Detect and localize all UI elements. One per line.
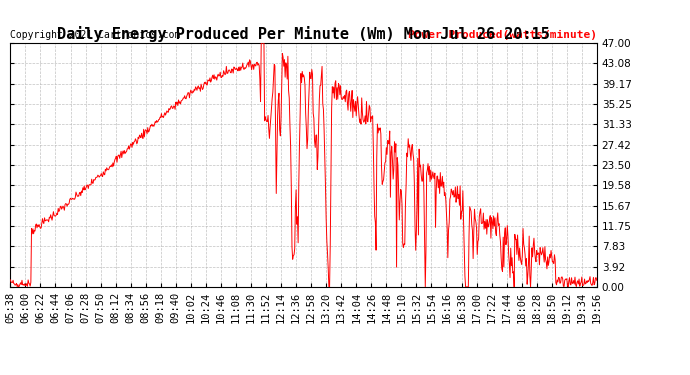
Text: Power Produced(watts/minute): Power Produced(watts/minute) <box>408 30 597 40</box>
Text: Copyright 2021 Cartronics.com: Copyright 2021 Cartronics.com <box>10 30 181 40</box>
Title: Daily Energy Produced Per Minute (Wm) Mon Jul 26 20:15: Daily Energy Produced Per Minute (Wm) Mo… <box>57 26 550 42</box>
